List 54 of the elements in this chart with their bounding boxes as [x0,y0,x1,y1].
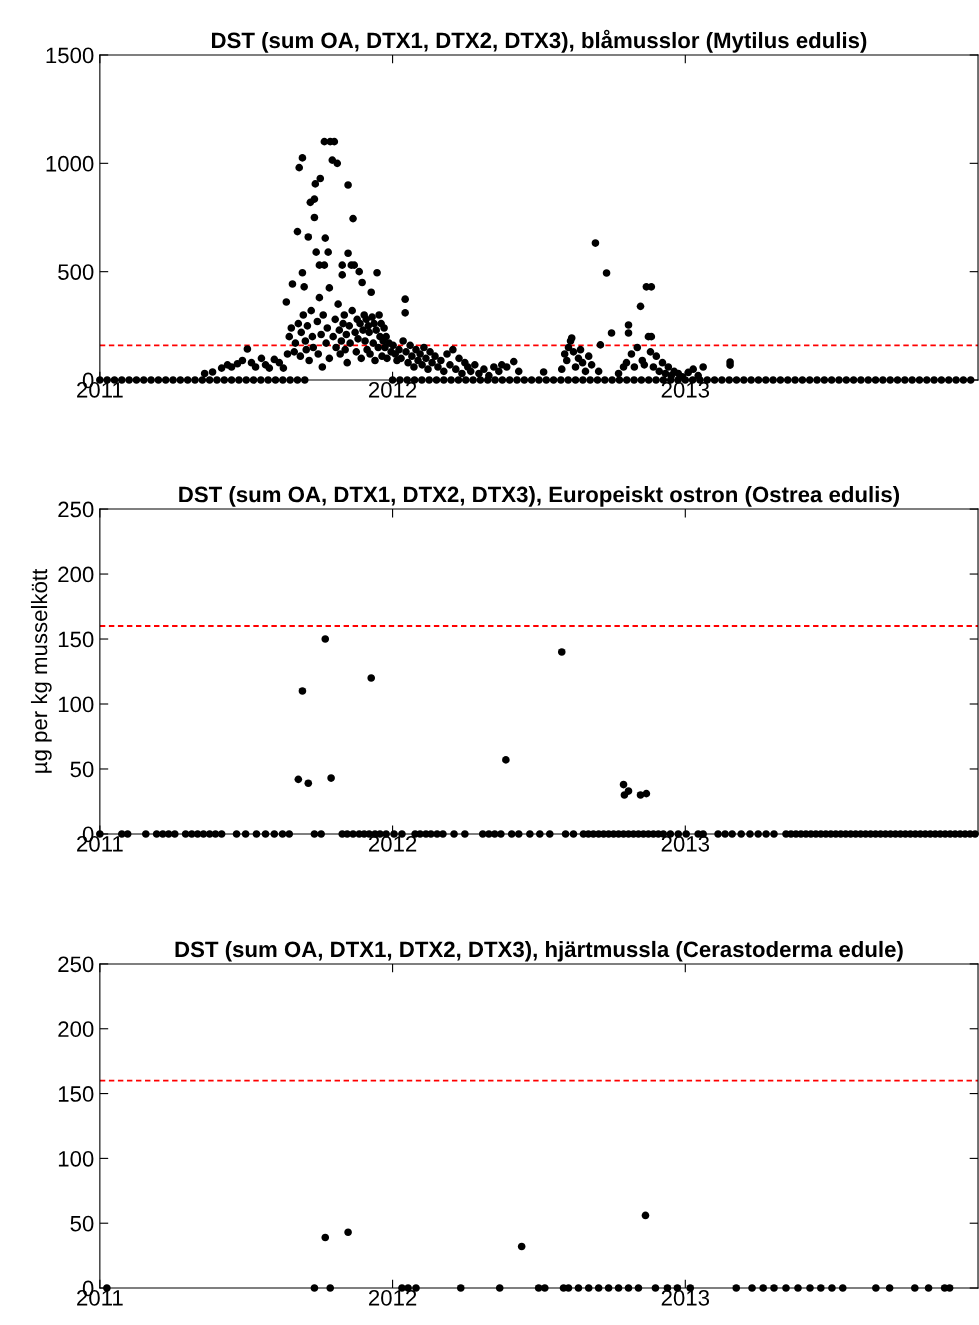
point [641,1211,650,1220]
y-tick-label: 500 [58,264,94,280]
point [838,1284,847,1292]
x-tick-label: 2013 [661,835,710,852]
point [759,1284,767,1292]
point [910,1284,919,1292]
point [651,1284,660,1292]
x-tick-label: 2013 [661,381,710,398]
point [782,1284,790,1292]
point [584,1284,593,1292]
y-tick-label: 100 [58,1150,94,1167]
y-tick-label: 1000 [46,155,94,172]
point [495,1284,504,1292]
y-axis-title: µg per kg musselkött [30,568,52,773]
point [344,1228,352,1237]
point [624,1284,633,1292]
y-tick-label: 150 [58,631,94,648]
x-tick-label: 2013 [661,1290,710,1306]
point [885,1284,894,1292]
x-tick-label: 2012 [368,381,417,398]
y-tick-label: 150 [58,1086,94,1102]
point [456,1284,465,1292]
point [806,1284,814,1292]
point [872,1284,880,1292]
point [574,1284,583,1292]
chart-title: DST (sum OA, DTX1, DTX2, DTX3), hjärtmussla (Cerastoderma edule) [175,940,903,962]
point [732,1284,741,1292]
y-tick-label: 50 [70,1215,94,1232]
point [924,1284,933,1292]
chart-title: DST (sum OA, DTX1, DTX2, DTX3), blåmusslor (Mytilus edulis) [212,29,867,53]
point [540,1284,549,1292]
x-tick-label: 2012 [368,835,417,852]
point [748,1284,756,1292]
chart-title: DST (sum OA, DTX1, DTX2, DTX3), Europeiskt ostron (Ostrea edulis) [179,486,900,507]
point [817,1284,825,1292]
point [634,1284,643,1292]
point [321,1233,330,1242]
y-tick-label: 200 [58,1021,94,1038]
point [828,1284,836,1292]
point [310,1284,319,1292]
y-tick-label: 250 [58,501,94,518]
y-tick-label: 50 [70,761,94,778]
y-tick-label: 100 [58,696,94,713]
point [326,1284,335,1292]
point [614,1284,623,1292]
point [770,1284,778,1292]
y-tick-label: 250 [58,956,94,973]
y-tick-label: 1500 [46,47,94,64]
point [604,1284,613,1292]
point [594,1284,603,1292]
x-tick-label: 2012 [368,1290,417,1306]
y-tick-label: 200 [58,566,94,583]
point [794,1284,802,1292]
point [517,1242,526,1251]
